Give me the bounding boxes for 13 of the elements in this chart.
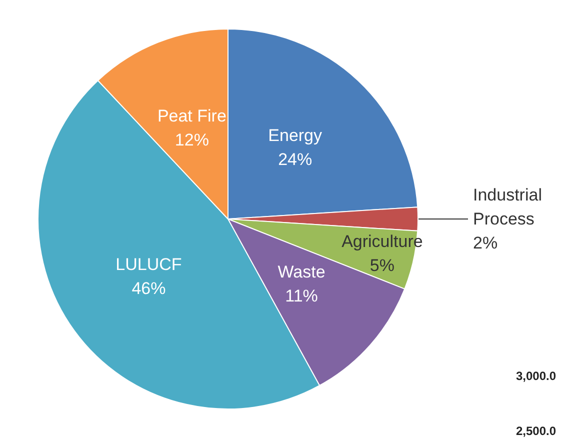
- data-label: 11%: [285, 286, 318, 306]
- text: 3,000.0: [516, 369, 556, 383]
- slice-label: Energy: [268, 126, 323, 146]
- data-label: 12%: [174, 130, 209, 150]
- data-label: 2%: [473, 234, 498, 252]
- data-label: 24%: [278, 150, 312, 170]
- slice-label: Waste: [278, 262, 326, 282]
- text: 2,500.0: [516, 424, 556, 438]
- slice-label: LULUCF: [116, 255, 182, 274]
- slice-label: Peat Fire: [157, 106, 226, 126]
- data-label: 46%: [132, 279, 166, 298]
- slice-label: Industrial Process: [473, 186, 547, 228]
- data-label: 5%: [370, 256, 394, 275]
